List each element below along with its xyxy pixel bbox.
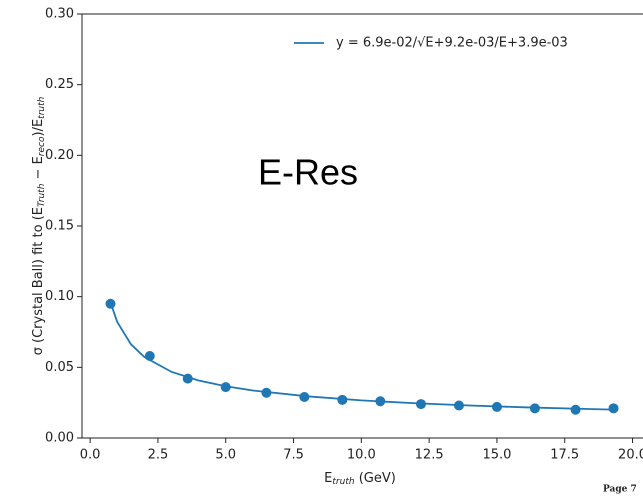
subscript: Truth <box>37 183 47 207</box>
x-tick-label: 5.0 <box>215 448 236 463</box>
data-point <box>261 387 272 398</box>
x-label: Etruth (GeV) <box>324 471 396 487</box>
x-tick-label: 10.0 <box>347 448 376 463</box>
data-point <box>182 373 193 384</box>
y-tick-label: 0.30 <box>45 7 74 22</box>
data-point <box>220 382 231 393</box>
subscript: reco <box>37 136 47 156</box>
legend-label: y = 6.9e-02/√E+9.2e-03/E+3.9e-03 <box>336 36 568 51</box>
data-point <box>529 403 540 414</box>
x-tick-label: 0.0 <box>80 448 101 463</box>
fit-line <box>109 302 614 411</box>
data-point <box>105 298 116 309</box>
x-tick-label: 2.5 <box>148 448 169 463</box>
y-tick-label: 0.05 <box>45 360 74 375</box>
annotation: E-Res <box>258 152 358 193</box>
y-label: σ (Crystal Ball) fit to (ETruth − Ereco)… <box>31 96 47 355</box>
data-point <box>608 403 619 414</box>
label-part: E <box>324 471 332 486</box>
y-tick-label: 0.10 <box>45 289 74 304</box>
data-point <box>570 404 581 415</box>
x-tick-label: 20.0 <box>618 448 643 463</box>
data-point <box>416 399 426 410</box>
subscript: truth <box>332 477 354 487</box>
label-part: − E <box>31 156 46 183</box>
x-tick-label: 7.5 <box>283 448 304 463</box>
x-tick-label: 17.5 <box>550 448 579 463</box>
y-tick-label: 0.15 <box>45 219 74 234</box>
y-tick-label: 0.00 <box>45 431 74 446</box>
x-tick-label: 12.5 <box>415 448 444 463</box>
data-point <box>144 351 155 362</box>
data-point <box>299 392 310 403</box>
subscript: truth <box>37 96 47 118</box>
y-tick-label: 0.25 <box>45 77 74 92</box>
data-point <box>337 394 348 405</box>
page-label: Page 7 <box>603 485 637 495</box>
label-part: )/E <box>31 119 46 137</box>
label-part: σ (Crystal Ball) fit to (E <box>31 207 46 355</box>
label-part: (GeV) <box>355 471 396 486</box>
plot-frame <box>81 13 643 439</box>
x-tick-label: 15.0 <box>482 448 511 463</box>
data-point <box>453 400 464 411</box>
data-point <box>491 401 502 412</box>
y-tick-label: 0.20 <box>45 148 74 163</box>
data-point <box>375 396 386 407</box>
